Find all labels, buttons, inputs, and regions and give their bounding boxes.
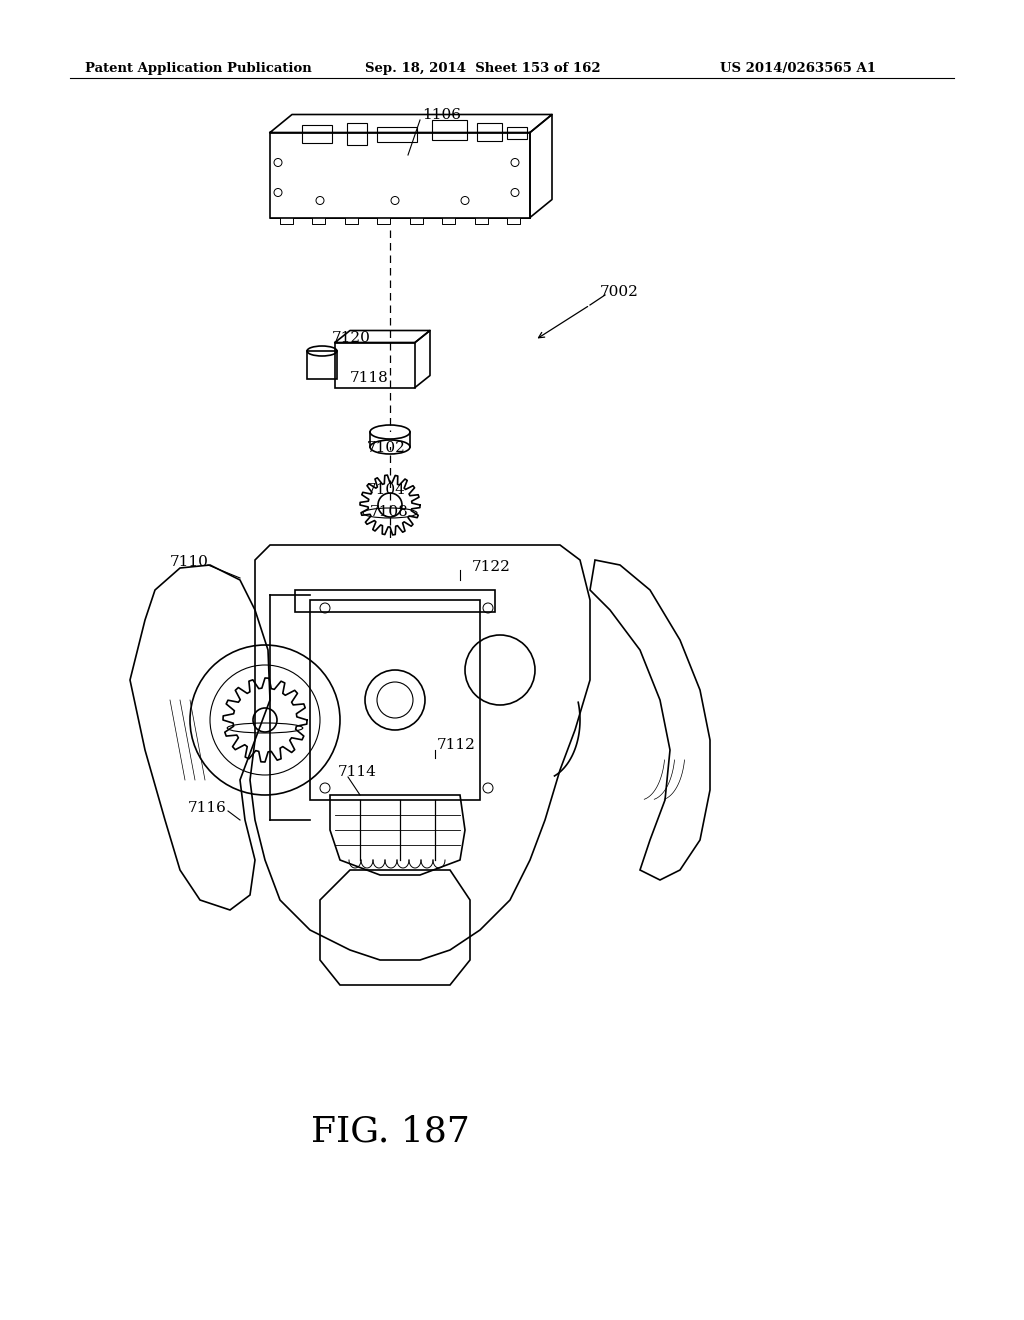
- Text: Patent Application Publication: Patent Application Publication: [85, 62, 311, 75]
- Bar: [270, 132, 530, 218]
- Bar: [432, 120, 467, 140]
- Text: 7110: 7110: [170, 554, 209, 569]
- Text: 7122: 7122: [472, 560, 511, 574]
- Text: 7114: 7114: [338, 766, 377, 779]
- Text: 7120: 7120: [332, 331, 371, 345]
- Text: 7104: 7104: [367, 483, 406, 498]
- Bar: [507, 127, 527, 139]
- Text: 7108: 7108: [370, 506, 409, 519]
- Bar: [347, 123, 367, 144]
- Text: 7102: 7102: [367, 441, 406, 455]
- Text: Sep. 18, 2014  Sheet 153 of 162: Sep. 18, 2014 Sheet 153 of 162: [365, 62, 601, 75]
- Text: 7112: 7112: [437, 738, 476, 752]
- Text: 7118: 7118: [350, 371, 389, 385]
- Text: 1106: 1106: [422, 108, 461, 121]
- Text: US 2014/0263565 A1: US 2014/0263565 A1: [720, 62, 876, 75]
- Text: 7116: 7116: [188, 801, 227, 814]
- Text: 7002: 7002: [600, 285, 639, 300]
- Bar: [310, 601, 480, 800]
- Bar: [370, 432, 410, 447]
- Text: FIG. 187: FIG. 187: [310, 1115, 469, 1148]
- Bar: [295, 590, 495, 612]
- Bar: [477, 123, 502, 140]
- Bar: [377, 127, 417, 141]
- Bar: [307, 351, 337, 379]
- Bar: [302, 124, 332, 143]
- Bar: [335, 342, 415, 388]
